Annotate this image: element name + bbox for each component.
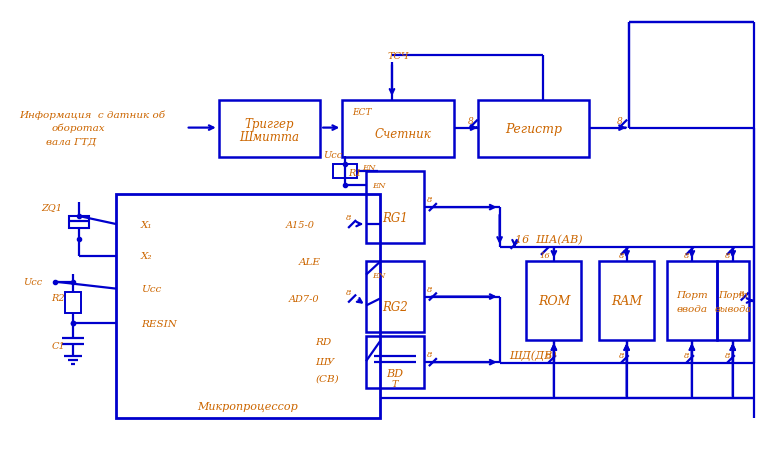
Text: Счетник: Счетник xyxy=(375,128,431,141)
Bar xyxy=(667,261,717,341)
Bar xyxy=(342,101,454,158)
Text: вывода: вывода xyxy=(714,304,751,313)
Text: 8: 8 xyxy=(684,351,690,359)
Text: RESIN: RESIN xyxy=(141,319,177,328)
Text: ввода: ввода xyxy=(676,304,707,313)
Text: Микропроцессор: Микропроцессор xyxy=(198,401,298,411)
Text: Ucc: Ucc xyxy=(141,285,161,294)
Text: C1: C1 xyxy=(51,341,65,350)
Text: Ucc: Ucc xyxy=(23,277,43,286)
Text: Порт: Порт xyxy=(676,290,708,299)
Text: (СВ): (СВ) xyxy=(315,374,339,383)
Text: 8: 8 xyxy=(725,251,730,259)
Bar xyxy=(717,261,749,341)
Text: 8: 8 xyxy=(346,214,352,221)
Bar xyxy=(219,101,320,158)
Text: RD: RD xyxy=(315,337,332,346)
Text: 8: 8 xyxy=(739,289,744,297)
Text: RG2: RG2 xyxy=(382,300,408,313)
Bar xyxy=(478,101,589,158)
Text: 8: 8 xyxy=(725,351,730,359)
Text: Порт: Порт xyxy=(718,290,747,299)
Text: R1: R1 xyxy=(348,169,362,177)
Text: ТСЧ: ТСЧ xyxy=(388,51,410,60)
Text: 8: 8 xyxy=(617,117,623,126)
Text: BD: BD xyxy=(386,368,404,378)
Bar xyxy=(69,216,89,229)
Text: оборотах: оборотах xyxy=(51,124,105,133)
Text: EN: EN xyxy=(372,182,386,190)
Text: ZQ1: ZQ1 xyxy=(41,202,63,211)
Bar xyxy=(366,336,424,388)
Text: 8: 8 xyxy=(346,288,352,296)
Text: Шмитта: Шмитта xyxy=(240,131,299,144)
Text: T: T xyxy=(392,379,398,388)
Text: 8: 8 xyxy=(546,351,551,359)
Text: Регистр: Регистр xyxy=(505,123,562,136)
Text: 16  ША(АВ): 16 ША(АВ) xyxy=(515,234,582,244)
Text: A15-0: A15-0 xyxy=(285,220,315,229)
Text: 16: 16 xyxy=(539,251,550,259)
Text: X₁: X₁ xyxy=(141,220,152,229)
Bar xyxy=(65,292,81,314)
Text: ШД(ДВ): ШД(ДВ) xyxy=(509,350,557,361)
Text: ШУ: ШУ xyxy=(315,357,335,366)
Text: 8: 8 xyxy=(427,285,432,293)
Text: 8: 8 xyxy=(618,351,624,359)
Text: R2: R2 xyxy=(51,294,65,302)
Text: 8: 8 xyxy=(618,251,624,259)
Text: ALE: ALE xyxy=(298,258,320,267)
Text: X₂: X₂ xyxy=(141,252,152,261)
Text: EN: EN xyxy=(372,271,386,279)
Text: 8: 8 xyxy=(468,117,473,126)
Text: 8: 8 xyxy=(427,350,432,359)
Text: RG1: RG1 xyxy=(382,211,408,224)
Text: ROM: ROM xyxy=(538,295,570,307)
Bar xyxy=(599,261,654,341)
Bar xyxy=(333,165,357,179)
Text: ЕСТ: ЕСТ xyxy=(352,108,372,117)
Bar xyxy=(116,195,380,418)
Text: Ucc: Ucc xyxy=(323,151,342,160)
Text: Триггер: Триггер xyxy=(245,118,295,131)
Bar xyxy=(366,261,424,332)
Text: вала ГТД: вала ГТД xyxy=(46,137,97,146)
Bar xyxy=(526,261,581,341)
Text: RAM: RAM xyxy=(611,295,642,307)
Bar xyxy=(366,172,424,244)
Text: 8: 8 xyxy=(684,251,690,259)
Text: EN: EN xyxy=(362,164,376,172)
Text: 8: 8 xyxy=(427,196,432,204)
Text: Информация  с датник об: Информация с датник об xyxy=(19,110,165,120)
Text: AD7-0: AD7-0 xyxy=(288,295,319,304)
